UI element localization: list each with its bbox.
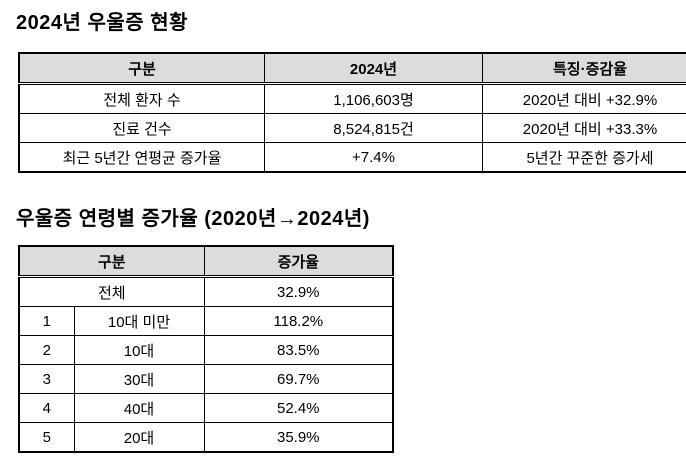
cell-increase-rate: 52.4% <box>203 393 394 423</box>
section2-title: 우울증 연령별 증가율 (2020년→2024년) <box>16 208 370 230</box>
cell-age-group: 10대 미만 <box>73 306 205 336</box>
depression-status-table-header: 구분 2024년 특징·증감율 <box>18 52 686 85</box>
cell-total-label: 전체 <box>18 276 205 307</box>
cell-category: 진료 건수 <box>18 113 265 143</box>
cell-increase-rate: 35.9% <box>203 422 394 453</box>
cell-age-group: 40대 <box>73 393 205 423</box>
cell-increase-rate: 83.5% <box>203 335 394 365</box>
cell-category: 최근 5년간 연평균 증가율 <box>18 142 265 173</box>
cell-category: 전체 환자 수 <box>18 83 265 114</box>
cell-rank: 2 <box>18 335 75 365</box>
age-group-table-body: 전체 32.9% 1 10대 미만 118.2% 2 10대 83.5% 3 3… <box>18 276 394 453</box>
table-row: 진료 건수 8,524,815건 2020년 대비 +33.3% <box>18 113 686 143</box>
section1-title: 2024년 우울증 현황 <box>16 12 189 34</box>
cell-age-group: 10대 <box>73 335 205 365</box>
depression-status-table: 구분 2024년 특징·증감율 전체 환자 수 1,106,603명 2020년… <box>18 52 686 173</box>
age-group-increase-table: 구분 증가율 전체 32.9% 1 10대 미만 118.2% 2 10대 83… <box>18 245 395 453</box>
cell-value: +7.4% <box>264 142 483 173</box>
cell-increase-rate: 118.2% <box>203 306 394 336</box>
age-group-table-header: 구분 증가율 <box>18 245 394 278</box>
header-category: 구분 <box>18 52 265 85</box>
cell-note: 5년간 꾸준한 증가세 <box>482 142 686 173</box>
cell-note: 2020년 대비 +33.3% <box>482 113 686 143</box>
cell-increase-rate: 32.9% <box>203 276 394 307</box>
cell-rank: 5 <box>18 422 75 453</box>
total-row: 전체 32.9% <box>18 276 394 307</box>
table-row: 최근 5년간 연평균 증가율 +7.4% 5년간 꾸준한 증가세 <box>18 142 686 173</box>
table-header-row: 구분 증가율 <box>18 245 394 278</box>
header-increase-rate: 증가율 <box>203 245 394 278</box>
table-row: 1 10대 미만 118.2% <box>18 306 394 336</box>
depression-status-table-body: 전체 환자 수 1,106,603명 2020년 대비 +32.9% 진료 건수… <box>18 83 686 173</box>
cell-rank: 4 <box>18 393 75 423</box>
cell-note: 2020년 대비 +32.9% <box>482 83 686 114</box>
table-row: 2 10대 83.5% <box>18 335 394 365</box>
table-row: 전체 환자 수 1,106,603명 2020년 대비 +32.9% <box>18 83 686 114</box>
table-row: 4 40대 52.4% <box>18 393 394 423</box>
cell-age-group: 20대 <box>73 422 205 453</box>
cell-age-group: 30대 <box>73 364 205 394</box>
table-row: 3 30대 69.7% <box>18 364 394 394</box>
header-feature-change-rate: 특징·증감율 <box>482 52 686 85</box>
cell-increase-rate: 69.7% <box>203 364 394 394</box>
table-row: 5 20대 35.9% <box>18 422 394 453</box>
cell-rank: 1 <box>18 306 75 336</box>
header-category: 구분 <box>18 245 205 278</box>
cell-value: 8,524,815건 <box>264 113 483 143</box>
table-header-row: 구분 2024년 특징·증감율 <box>18 52 686 85</box>
header-year-2024: 2024년 <box>264 52 483 85</box>
cell-value: 1,106,603명 <box>264 83 483 114</box>
cell-rank: 3 <box>18 364 75 394</box>
